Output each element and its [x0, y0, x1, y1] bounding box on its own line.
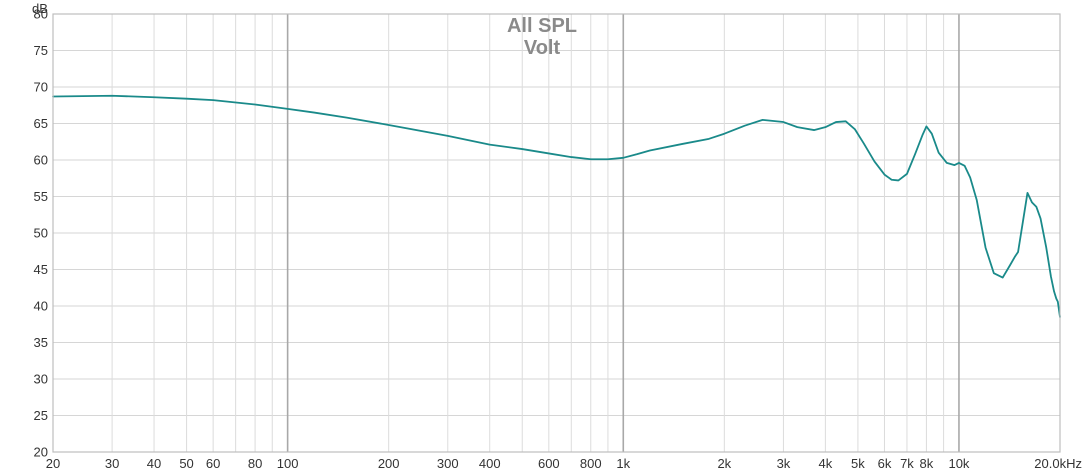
- chart-title-group: All SPL Volt: [507, 15, 577, 59]
- x-tick-label-5: 80: [248, 456, 262, 471]
- grid-lines: [53, 13, 1060, 453]
- y-axis-label: dB: [32, 1, 48, 16]
- y-axis-ticks: 20 25 30 35 40 45 50 55 60 65 70 75 80: [34, 7, 48, 460]
- x-tick-label-13: 2k: [717, 456, 731, 471]
- x-tick-label-8: 300: [437, 456, 459, 471]
- x-tick-label-9: 400: [479, 456, 501, 471]
- x-tick-label-16: 5k: [851, 456, 865, 471]
- x-tick-label-6: 100: [277, 456, 299, 471]
- x-tick-label-19: 8k: [920, 456, 934, 471]
- y-tick-label-4: 40: [34, 299, 48, 314]
- x-tick-label-3: 50: [179, 456, 193, 471]
- series-line-0: [52, 94, 1061, 318]
- plot-frame: [52, 13, 1061, 453]
- y-tick-label-7: 55: [34, 189, 48, 204]
- y-tick-label-2: 30: [34, 372, 48, 387]
- x-tick-label-12: 1k: [616, 456, 630, 471]
- x-tick-label-2: 40: [147, 456, 161, 471]
- y-tick-label-12: 80: [34, 7, 48, 22]
- x-tick-label-4: 60: [206, 456, 220, 471]
- x-tick-label-11: 800: [580, 456, 602, 471]
- x-tick-label-7: 200: [378, 456, 400, 471]
- y-tick-label-10: 70: [34, 80, 48, 95]
- chart-title: All SPL: [507, 15, 577, 37]
- y-tick-label-8: 60: [34, 153, 48, 168]
- x-tick-label-18: 7k: [900, 456, 914, 471]
- y-tick-label-3: 35: [34, 335, 48, 350]
- y-tick-label-5: 45: [34, 262, 48, 277]
- y-tick-label-11: 75: [34, 43, 48, 58]
- x-tick-label-0: 20: [46, 456, 60, 471]
- x-tick-label-14: 3k: [777, 456, 791, 471]
- x-tick-label-10: 600: [538, 456, 560, 471]
- x-tick-label-15: 4k: [819, 456, 833, 471]
- series-group: [52, 94, 1061, 318]
- chart-subtitle: Volt: [524, 37, 561, 59]
- x-tick-label-21: 20.0kHz: [1034, 456, 1082, 471]
- y-tick-label-9: 65: [34, 116, 48, 131]
- x-tick-label-17: 6k: [878, 456, 892, 471]
- y-tick-label-1: 25: [34, 408, 48, 423]
- y-tick-label-0: 20: [34, 445, 48, 460]
- x-tick-label-1: 30: [105, 456, 119, 471]
- y-tick-label-6: 50: [34, 226, 48, 241]
- x-tick-label-20: 10k: [948, 456, 969, 471]
- x-axis-ticks: 20 30 40 50 60 80 100 200 300 400 600 800 1k 2k 3k 4k 5k…: [46, 456, 1082, 471]
